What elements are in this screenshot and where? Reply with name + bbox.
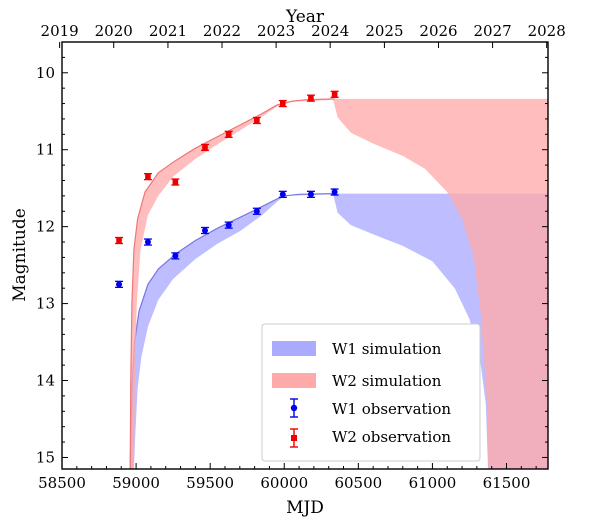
plot-frame bbox=[61, 41, 549, 470]
w1-observation-point bbox=[115, 280, 124, 289]
legend-marker-w1-observation bbox=[290, 398, 298, 418]
y-tick-label: 13 bbox=[36, 295, 55, 313]
x-tick-label: 59000 bbox=[112, 474, 160, 492]
x-tick-label: 60500 bbox=[334, 474, 382, 492]
w1-observation-point bbox=[200, 226, 209, 235]
y-tick-label: 14 bbox=[36, 372, 55, 390]
w1-observation-point bbox=[306, 190, 315, 198]
x-tick-label: 60000 bbox=[260, 474, 308, 492]
y-tick-label: 10 bbox=[36, 64, 55, 82]
w2-observation-point bbox=[330, 90, 339, 98]
legend-label-w2-simulation: W2 simulation bbox=[332, 372, 442, 390]
w2-observation-point bbox=[143, 172, 152, 181]
legend: W1 simulation W2 simulation W1 observati… bbox=[261, 323, 481, 462]
w2-observation-point bbox=[306, 94, 315, 102]
y-tick-label: 12 bbox=[36, 218, 55, 236]
y-tick-label: 11 bbox=[36, 141, 55, 159]
year-tick-label: 2019 bbox=[41, 22, 79, 40]
legend-box bbox=[261, 323, 481, 462]
x2-axis-title: Year bbox=[285, 7, 325, 27]
w2-observation-point bbox=[171, 178, 180, 186]
year-tick-label: 2024 bbox=[311, 22, 349, 40]
w1-observation-point bbox=[252, 207, 261, 215]
year-tick-label: 2025 bbox=[365, 22, 403, 40]
w1-simulation-band bbox=[130, 193, 548, 469]
x-tick-label: 58500 bbox=[38, 474, 86, 492]
w1-observation-point bbox=[143, 238, 152, 246]
w2-observation-point bbox=[224, 130, 233, 138]
x-tick-label: 61500 bbox=[483, 474, 531, 492]
legend-label-w1-observation: W1 observation bbox=[332, 400, 451, 418]
w1-observation-point bbox=[278, 190, 287, 198]
y-axis-title: Magnitude bbox=[10, 208, 30, 302]
year-tick-label: 2022 bbox=[203, 22, 241, 40]
w1-observation-point bbox=[224, 221, 233, 229]
x-tick-label: 61000 bbox=[409, 474, 457, 492]
w1-observation-point bbox=[330, 188, 339, 196]
w2-observation-point bbox=[252, 116, 261, 125]
year-tick-label: 2028 bbox=[528, 22, 566, 40]
w2-simulation-band bbox=[130, 98, 548, 470]
y-tick-label: 15 bbox=[36, 448, 55, 466]
year-tick-label: 2026 bbox=[419, 22, 457, 40]
w2-observation-point bbox=[115, 236, 124, 245]
year-tick-label: 2027 bbox=[473, 22, 511, 40]
year-tick-label: 2020 bbox=[95, 22, 133, 40]
observation-points bbox=[115, 90, 339, 289]
x-tick-label: 59500 bbox=[186, 474, 234, 492]
year-tick-label: 2021 bbox=[149, 22, 187, 40]
legend-label-w2-observation: W2 observation bbox=[332, 428, 451, 446]
w2-observation-point bbox=[278, 99, 287, 108]
legend-swatch-w1-simulation bbox=[272, 341, 316, 356]
w1-observation-point bbox=[171, 252, 180, 260]
w2-observation-point bbox=[200, 143, 209, 152]
legend-label-w1-simulation: W1 simulation bbox=[332, 340, 442, 358]
year-tick-label: 2023 bbox=[257, 22, 295, 40]
legend-marker-w2-observation bbox=[290, 428, 298, 448]
legend-swatch-w2-simulation bbox=[272, 373, 316, 388]
x-axis-title: MJD bbox=[286, 498, 324, 518]
